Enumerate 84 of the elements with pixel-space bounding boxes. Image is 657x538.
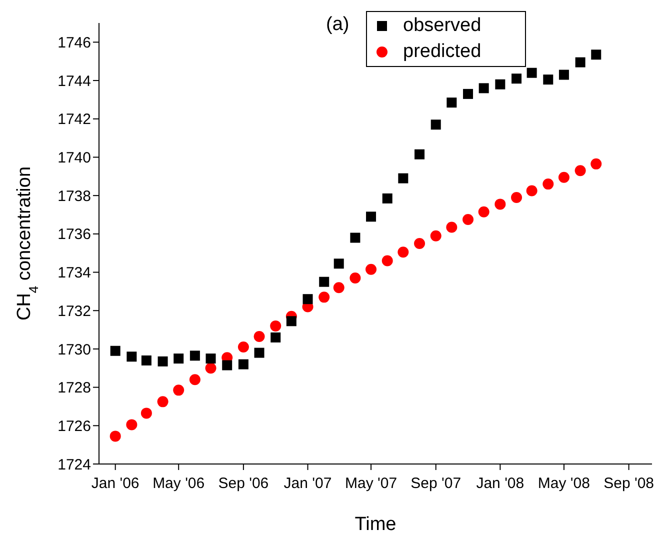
point bbox=[366, 212, 376, 222]
x-tick-label: Sep '06 bbox=[218, 475, 269, 492]
y-tick-label: 1744 bbox=[58, 72, 91, 90]
x-tick-label: May '06 bbox=[152, 475, 205, 492]
point bbox=[141, 355, 152, 366]
point bbox=[446, 222, 458, 233]
point bbox=[189, 374, 200, 386]
point bbox=[366, 264, 377, 275]
point bbox=[205, 362, 216, 374]
point bbox=[462, 214, 474, 226]
point bbox=[350, 232, 360, 243]
point bbox=[590, 158, 602, 170]
x-tick-label: Sep '07 bbox=[410, 475, 462, 492]
y-tick-label: 1740 bbox=[58, 150, 91, 167]
point bbox=[254, 348, 264, 358]
point bbox=[110, 346, 120, 356]
point bbox=[270, 320, 282, 332]
y-tick-label: 1746 bbox=[58, 34, 91, 52]
point bbox=[414, 149, 425, 160]
y-tick-label: 1726 bbox=[58, 418, 91, 435]
y-tick-label: 1742 bbox=[58, 111, 91, 128]
point bbox=[270, 332, 281, 342]
point bbox=[333, 282, 344, 294]
point bbox=[254, 330, 265, 342]
point bbox=[302, 294, 313, 304]
legend-label: predicted bbox=[403, 40, 482, 64]
point bbox=[430, 230, 442, 242]
point bbox=[174, 354, 184, 364]
x-tick-label: Sep '08 bbox=[604, 475, 654, 492]
point bbox=[157, 396, 168, 408]
point bbox=[542, 178, 554, 190]
point bbox=[110, 430, 121, 442]
point bbox=[575, 57, 586, 68]
point bbox=[190, 350, 200, 361]
point bbox=[222, 360, 232, 370]
point bbox=[511, 192, 522, 203]
point bbox=[238, 359, 248, 370]
x-tick-label: Jan '07 bbox=[284, 475, 332, 492]
point bbox=[382, 193, 392, 204]
y-tick-label: 1738 bbox=[58, 188, 91, 205]
point bbox=[382, 255, 393, 266]
x-tick-label: Jan '06 bbox=[91, 475, 140, 492]
y-tick-label: 1736 bbox=[58, 226, 91, 244]
legend-label: observed bbox=[403, 14, 482, 38]
point bbox=[430, 120, 441, 130]
y-tick-label: 1734 bbox=[58, 264, 91, 282]
y-tick-label: 1732 bbox=[58, 302, 91, 320]
y-tick-label: 1730 bbox=[58, 341, 91, 358]
point bbox=[319, 276, 330, 287]
point bbox=[526, 68, 537, 78]
point bbox=[446, 98, 457, 108]
point bbox=[140, 408, 152, 419]
point bbox=[398, 246, 409, 258]
point bbox=[478, 206, 490, 218]
point bbox=[558, 172, 570, 183]
point bbox=[494, 198, 506, 210]
point bbox=[414, 238, 426, 249]
point bbox=[238, 342, 249, 353]
point bbox=[350, 272, 361, 284]
point bbox=[574, 165, 586, 176]
point bbox=[558, 70, 569, 80]
point bbox=[126, 352, 137, 362]
y-tick-label: 1724 bbox=[58, 456, 91, 474]
point bbox=[512, 74, 522, 84]
x-tick-label: May '07 bbox=[344, 475, 398, 492]
point bbox=[126, 419, 138, 430]
point bbox=[526, 185, 538, 196]
x-tick-label: May '08 bbox=[538, 475, 590, 492]
point bbox=[286, 316, 296, 326]
point bbox=[158, 356, 168, 366]
point bbox=[463, 88, 474, 99]
point bbox=[543, 74, 554, 85]
point bbox=[478, 83, 489, 94]
x-tick-label: Jan '08 bbox=[476, 475, 524, 492]
point bbox=[173, 384, 184, 396]
x-axis-title: Time bbox=[354, 514, 396, 535]
point bbox=[591, 50, 602, 60]
annotation: (a) bbox=[326, 14, 350, 36]
point bbox=[318, 292, 330, 303]
point bbox=[495, 79, 506, 90]
point bbox=[398, 173, 408, 184]
point bbox=[206, 354, 216, 364]
y-tick-label: 1728 bbox=[58, 380, 91, 397]
point bbox=[334, 258, 344, 269]
